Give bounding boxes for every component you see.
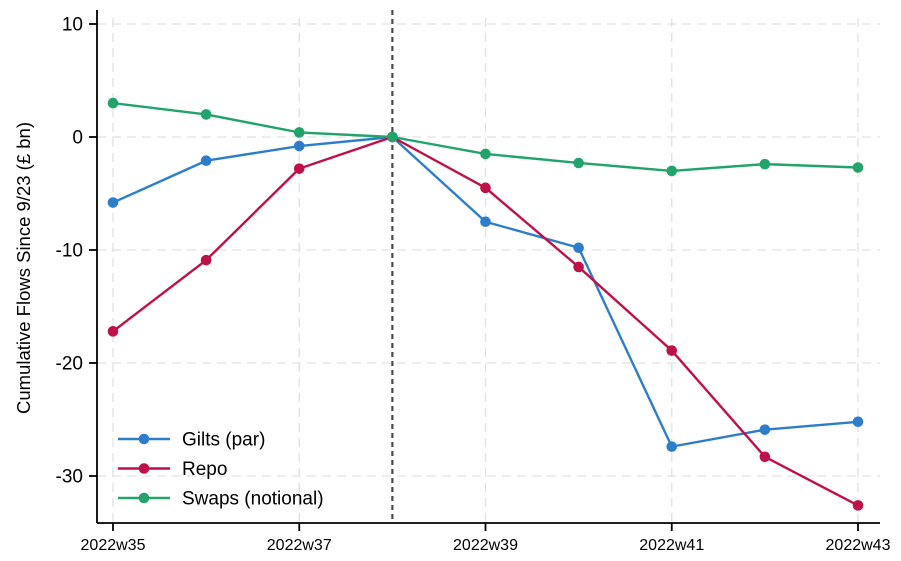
data-point xyxy=(387,131,398,143)
data-point xyxy=(573,242,584,254)
data-point xyxy=(293,127,305,138)
data-point xyxy=(200,254,212,266)
series-layer xyxy=(107,97,864,511)
grid-layer xyxy=(97,18,880,523)
legend-key-marker xyxy=(138,433,150,445)
data-point xyxy=(666,345,678,356)
data-point xyxy=(852,500,864,511)
legend-label: Swaps (notional) xyxy=(182,489,324,510)
data-point xyxy=(480,182,491,194)
data-point xyxy=(200,109,212,120)
data-point xyxy=(107,197,119,208)
legend-item: Gilts (par) xyxy=(118,430,265,451)
data-point xyxy=(759,158,771,170)
data-point xyxy=(293,163,305,174)
legend-key-marker xyxy=(138,492,150,504)
data-point xyxy=(759,451,771,463)
y-tick-label: 10 xyxy=(62,15,83,36)
legend-item: Repo xyxy=(118,459,227,480)
legend-item: Swaps (notional) xyxy=(118,489,324,510)
data-point xyxy=(480,148,491,160)
x-tick-label: 2022w43 xyxy=(826,537,891,554)
y-tick-label: -30 xyxy=(56,467,83,488)
data-point xyxy=(573,261,584,273)
axes-layer xyxy=(89,10,880,531)
data-point xyxy=(200,155,212,167)
legend: Gilts (par) Repo Swaps (notional) xyxy=(118,430,324,510)
data-point xyxy=(666,165,678,177)
data-point xyxy=(852,416,864,428)
y-tick-label: -20 xyxy=(56,354,83,375)
data-point xyxy=(480,216,491,228)
y-tick-label: -10 xyxy=(56,241,83,262)
y-axis-title: Cumulative Flows Since 9/23 (£ bn) xyxy=(13,122,34,414)
data-point xyxy=(107,326,119,337)
data-point xyxy=(666,441,678,452)
y-tick-label: 0 xyxy=(72,128,83,149)
data-point xyxy=(759,424,771,435)
x-tick-label: 2022w39 xyxy=(453,537,518,554)
legend-label: Repo xyxy=(182,459,227,480)
series-swaps-notional xyxy=(107,97,864,177)
x-tick-label: 2022w41 xyxy=(639,537,704,554)
data-point xyxy=(293,140,305,152)
legend-label: Gilts (par) xyxy=(182,430,265,451)
data-point xyxy=(107,97,119,109)
legend-key-marker xyxy=(138,463,150,474)
data-point xyxy=(852,162,864,173)
x-tick-label: 2022w35 xyxy=(81,537,146,554)
x-tick-label: 2022w37 xyxy=(267,537,332,554)
data-point xyxy=(573,157,584,169)
labels-layer: 10 0 -10 -20 -30 2022w35 2022w37 2022w39 2022w41… xyxy=(56,15,891,555)
